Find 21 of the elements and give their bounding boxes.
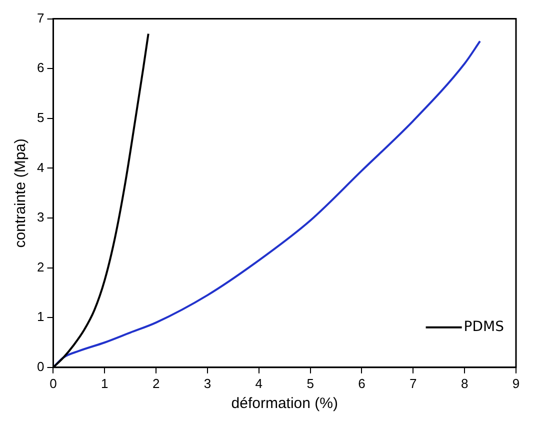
y-tick-label: 4: [36, 160, 44, 175]
y-tick-label: 5: [36, 110, 44, 125]
x-tick-label: 8: [460, 376, 468, 391]
x-tick-label: 1: [101, 376, 108, 391]
x-tick-label: 9: [512, 376, 520, 391]
x-axis-title: déformation (%): [231, 395, 338, 412]
x-tick-label: 5: [306, 376, 314, 391]
x-tick-label: 6: [358, 376, 366, 391]
y-tick-label: 7: [36, 10, 44, 26]
x-tick-label: 2: [152, 376, 160, 391]
x-tick-label: 3: [204, 376, 212, 391]
y-tick-label: 6: [36, 60, 44, 76]
y-tick-label: 3: [36, 210, 44, 225]
y-tick-label: 0: [36, 358, 44, 374]
y-axis-title: contrainte (Mpa): [12, 138, 30, 248]
y-tick-label: 2: [36, 259, 44, 274]
y-tick-label: 1: [36, 309, 44, 324]
x-tick-label: 7: [410, 376, 417, 391]
x-tick-label: 0: [50, 376, 57, 391]
x-tick-label: 4: [255, 376, 263, 391]
legend-label: PDMS: [464, 319, 504, 336]
